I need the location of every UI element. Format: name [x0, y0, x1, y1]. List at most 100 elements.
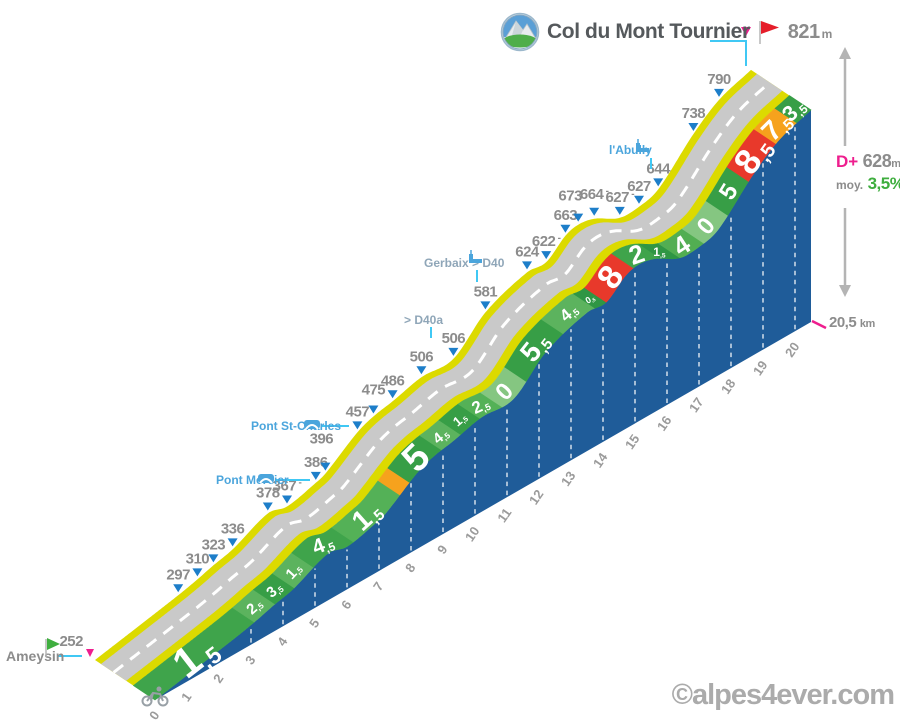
elevation-arrow-icon [634, 195, 644, 204]
km-axis-label: 9 [434, 542, 450, 557]
elevation-label: 581 [474, 283, 498, 300]
elevation-arrow-icon [541, 251, 552, 260]
elevation-arrow-icon [310, 471, 321, 480]
building-tower [469, 254, 473, 263]
elevation-arrow-icon [387, 390, 398, 399]
elevation-marker: 790 [707, 71, 731, 97]
average-gradient-line: moy. 3,5% [836, 174, 900, 195]
location-label: Pont St-Charles [251, 419, 341, 433]
elevation-label: 378 [256, 484, 280, 501]
elevation-arrow-icon [448, 347, 459, 356]
km-axis-label: 17 [686, 395, 707, 415]
elevation-arrow-icon [262, 502, 273, 511]
dplus-label: D+ [836, 152, 859, 171]
elevation-marker: 297 [166, 566, 191, 593]
elevation-label: 396 [310, 431, 334, 448]
km-axis-label: 1 [178, 690, 194, 705]
distance-end-tick [811, 319, 827, 330]
location-callout: Pont St-Charles [251, 419, 349, 433]
elevation-marker: 323 [202, 536, 226, 563]
elevation-label: 367 - [273, 478, 302, 495]
elevation-arrow-icon [192, 568, 203, 577]
elevation-arrow-icon [416, 366, 427, 375]
km-axis-label: 13 [558, 468, 579, 488]
km-axis-label: 8 [402, 561, 418, 576]
km-axis-label: 16 [654, 413, 675, 433]
summit-arrow [741, 27, 751, 36]
km-axis-label: 5 [306, 616, 322, 631]
cyclist-wheel [157, 695, 169, 707]
elevation-arrow-icon [573, 213, 584, 222]
elevation-marker: 378 [256, 484, 280, 511]
elevation-marker: 457 [346, 403, 370, 430]
summit-elevation-unit: m [821, 26, 833, 41]
location-callout: l'Abully [609, 139, 652, 169]
km-axis-label: 12 [526, 487, 547, 507]
km-axis-label: 0 [146, 708, 162, 720]
elevation-marker: 644 [646, 160, 672, 187]
elevation-label: 252 [59, 633, 83, 650]
elevation-marker: 475 [362, 381, 386, 414]
total-distance-unit: km [859, 318, 875, 330]
km-axis-label: 18 [718, 376, 739, 396]
bridge-icon [304, 420, 320, 430]
elevation-arrow-icon [560, 224, 571, 233]
arrow-head-down [839, 285, 851, 297]
elevation-marker: 627 - [605, 189, 635, 215]
cyclist-icon [141, 686, 169, 707]
elevation-marker: 581 [474, 283, 498, 310]
red-flag-icon [759, 21, 779, 44]
elevation-label: 738 [682, 105, 706, 122]
elevation-marker: 486 [381, 372, 405, 399]
elevation-label: 336 [221, 520, 245, 537]
elevation-marker: 738 [682, 105, 706, 132]
elevation-arrow-icon [688, 123, 699, 132]
title-row: Col du Mont Tournier 821 m [500, 12, 832, 52]
building-base [473, 259, 482, 263]
location-label: l'Abully [609, 143, 652, 157]
total-distance: 20,5 km [829, 314, 875, 331]
cyclist-head [156, 686, 162, 692]
elevation-gain-arrow [839, 47, 851, 297]
elevation-marker: 506 [442, 330, 466, 356]
elevation-arrow-icon [480, 301, 491, 310]
elevation-marker: 622 - [532, 233, 561, 260]
bridge-icon [258, 474, 274, 484]
location-label: Pont Mercier [216, 473, 289, 487]
mountain-badge-icon [500, 12, 540, 52]
elevation-label: 663 [554, 207, 578, 224]
dplus-unit: m [891, 158, 900, 170]
elevation-label: 622 - [532, 233, 561, 250]
avg-value: 3,5% [867, 174, 900, 193]
elevation-marker: 663 [554, 207, 578, 233]
elevation-marker: 396 [310, 431, 334, 471]
elevation-arrow-icon [208, 554, 219, 563]
km-axis-label: 19 [750, 358, 771, 378]
elevation-label: 310 [186, 550, 210, 567]
km-axis-label: 2 [210, 671, 226, 686]
bridge-arch [259, 478, 273, 484]
elevation-marker: 310 [186, 550, 210, 577]
elevation-label: 506 [410, 348, 434, 365]
elevation-label: 506 [442, 330, 466, 347]
location-callout: Gerbaix > D40 [424, 250, 505, 282]
building-icon [636, 139, 649, 152]
cyclist-frame [146, 691, 164, 702]
elevation-label: 673 [558, 188, 582, 205]
elevation-label: 457 [346, 403, 370, 420]
km-axis-label: 6 [338, 597, 354, 612]
building-base [640, 148, 649, 152]
gradient-label: 1,5 [653, 245, 666, 259]
location-callout: > D40a [404, 313, 443, 338]
elevation-marker: 252 [59, 633, 94, 657]
elevation-marker: 673 [558, 188, 584, 222]
elevation-label: 297 [166, 566, 190, 583]
elevation-marker: 336 [221, 520, 245, 547]
elevation-arrow-icon [614, 206, 625, 215]
elevation-label: 627 [627, 178, 651, 195]
elevation-arrow-icon [173, 584, 184, 593]
building-tower [636, 143, 640, 152]
elevation-arrow-icon [352, 421, 363, 430]
page-title: Col du Mont Tournier [547, 20, 750, 43]
elevation-marker: 627 [627, 178, 651, 204]
